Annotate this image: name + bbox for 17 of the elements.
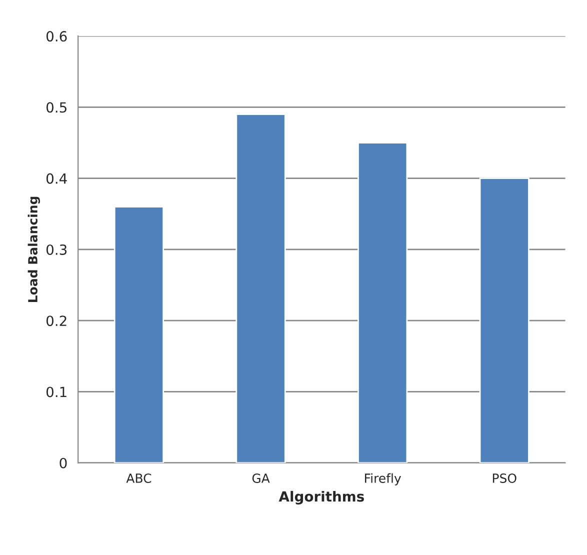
y-tick-label: 0.4 xyxy=(46,173,67,184)
bar xyxy=(114,206,164,463)
y-tick-label: 0.5 xyxy=(46,102,66,113)
y-axis-title: Load Balancing xyxy=(28,196,40,302)
x-tick-label: GA xyxy=(252,474,270,483)
bar xyxy=(236,114,286,463)
y-tick-label: 0 xyxy=(60,458,67,468)
bar xyxy=(479,178,530,463)
y-tick-label: 0.1 xyxy=(46,386,66,398)
x-tick-label: PSO xyxy=(492,474,516,483)
x-axis-title: Algorithms xyxy=(278,490,364,504)
x-tick-label: Firefly xyxy=(365,473,401,486)
bar xyxy=(358,142,408,463)
y-tick-label: 0.2 xyxy=(46,316,66,326)
x-tick-label: ABC xyxy=(126,474,152,483)
y-tick-label: 0.3 xyxy=(46,244,67,255)
y-tick-label: 0.6 xyxy=(46,31,67,42)
